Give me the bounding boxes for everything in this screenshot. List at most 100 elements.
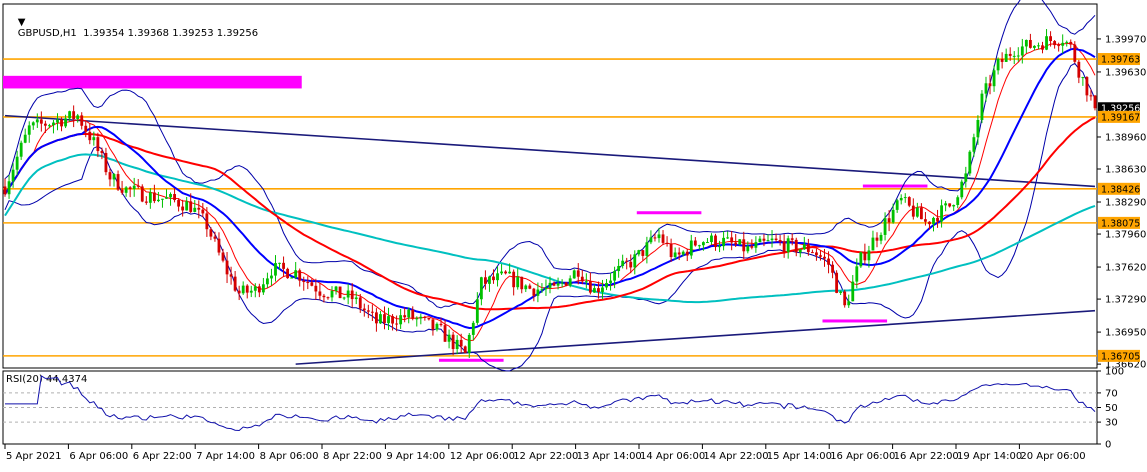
candle-body bbox=[483, 277, 487, 284]
candle-body bbox=[213, 236, 217, 239]
candle-body bbox=[64, 118, 67, 127]
candle-body bbox=[855, 266, 859, 282]
candle-body bbox=[375, 312, 378, 324]
candle-body bbox=[1004, 53, 1008, 62]
candle-body bbox=[689, 240, 693, 256]
candle-body bbox=[451, 334, 455, 350]
candle-body bbox=[641, 250, 645, 256]
candle-body bbox=[330, 290, 334, 298]
candle-body bbox=[358, 297, 362, 309]
rsi-axis: 100 70 50 30 0 bbox=[3, 367, 1124, 451]
candle-body bbox=[217, 238, 221, 253]
candles bbox=[3, 29, 1097, 358]
price-tag-box bbox=[1098, 53, 1140, 66]
candle-body bbox=[253, 286, 257, 291]
rsi-title: RSI(20) 44.4374 bbox=[6, 374, 88, 385]
candle-body bbox=[613, 271, 617, 281]
candle-body bbox=[592, 288, 596, 293]
zone-rectangle bbox=[822, 319, 888, 323]
candle-body bbox=[839, 291, 843, 293]
candle-body bbox=[128, 187, 132, 190]
candle-body bbox=[116, 174, 120, 190]
candle-body bbox=[556, 283, 560, 286]
time-tick-label: 6 Apr 06:00 bbox=[69, 451, 128, 462]
candle-body bbox=[290, 277, 294, 279]
candle-body bbox=[1093, 95, 1097, 109]
dropdown-triangle-icon[interactable]: ▼ bbox=[17, 17, 26, 28]
candle-body bbox=[23, 134, 27, 143]
candle-body bbox=[1057, 45, 1061, 47]
zone-rectangle bbox=[3, 75, 302, 89]
candle-body bbox=[714, 235, 717, 248]
candle-body bbox=[68, 111, 72, 119]
candle-body bbox=[952, 204, 956, 207]
candle-body bbox=[407, 309, 411, 318]
candle-body bbox=[540, 289, 544, 291]
candle-body bbox=[104, 152, 108, 173]
price-tag-label: 1.38426 bbox=[1101, 184, 1140, 195]
candle-body bbox=[504, 271, 508, 274]
candle-body bbox=[261, 284, 265, 293]
candle-body bbox=[633, 254, 637, 268]
candle-body bbox=[310, 282, 314, 286]
candle-body bbox=[48, 125, 51, 127]
time-tick-label: 9 Apr 14:00 bbox=[386, 451, 445, 462]
symbol-line: GBPUSD,H1 1.39354 1.39368 1.39253 1.3925… bbox=[17, 28, 259, 39]
candle-body bbox=[819, 255, 822, 257]
candle-body bbox=[665, 242, 669, 244]
candle-body bbox=[996, 59, 1000, 71]
time-tick-label: 12 Apr 22:00 bbox=[513, 451, 578, 462]
candle-body bbox=[948, 203, 952, 207]
level-price-tag: 1.39763 bbox=[1098, 53, 1140, 66]
time-tick-label: 16 Apr 22:00 bbox=[894, 451, 959, 462]
candle-body bbox=[391, 316, 394, 324]
candle-body bbox=[7, 181, 11, 195]
price-tag-label: 1.38075 bbox=[1101, 218, 1140, 229]
candle-body bbox=[924, 219, 927, 222]
candle-body bbox=[992, 70, 996, 87]
candle-body bbox=[370, 311, 374, 313]
time-tick-label: 8 Apr 06:00 bbox=[260, 451, 319, 462]
candle-body bbox=[1085, 77, 1089, 96]
candle-body bbox=[362, 308, 366, 311]
candle-body bbox=[302, 280, 306, 283]
candle-body bbox=[697, 245, 701, 247]
candle-body bbox=[851, 281, 855, 302]
candle-body bbox=[722, 237, 725, 247]
candle-body bbox=[617, 265, 621, 272]
candle-body bbox=[173, 194, 176, 201]
price-tick-label: 1.36620 bbox=[1105, 360, 1146, 371]
trendline bbox=[295, 309, 1096, 365]
price-tag-label: 1.36705 bbox=[1101, 351, 1140, 362]
candle-body bbox=[673, 252, 677, 258]
candle-body bbox=[597, 288, 600, 293]
candle-body bbox=[314, 285, 318, 292]
candle-body bbox=[774, 238, 778, 240]
candle-body bbox=[944, 203, 948, 206]
price-tag-box bbox=[1098, 349, 1140, 362]
price-tag-label: 1.39763 bbox=[1101, 55, 1140, 66]
candle-body bbox=[928, 221, 931, 225]
candle-body bbox=[903, 197, 907, 199]
candle-body bbox=[536, 289, 540, 296]
rsi-tick-label: 30 bbox=[1105, 418, 1118, 429]
candle-body bbox=[956, 197, 960, 205]
time-tick-label: 20 Apr 06:00 bbox=[1020, 451, 1085, 462]
candle-body bbox=[338, 286, 342, 299]
level-price-tag: 1.38426 bbox=[1098, 182, 1140, 195]
candle-body bbox=[39, 119, 43, 124]
candle-body bbox=[835, 272, 839, 293]
candle-body bbox=[770, 238, 774, 241]
price-tag-box bbox=[1098, 216, 1140, 229]
candle-body bbox=[161, 198, 164, 200]
candle-body bbox=[342, 297, 346, 299]
candle-body bbox=[911, 205, 915, 217]
candle-body bbox=[447, 334, 451, 342]
candle-body bbox=[443, 325, 447, 342]
candle-body bbox=[334, 286, 338, 291]
candle-body bbox=[237, 290, 241, 294]
candle-body bbox=[1041, 45, 1044, 50]
candle-body bbox=[463, 346, 467, 353]
